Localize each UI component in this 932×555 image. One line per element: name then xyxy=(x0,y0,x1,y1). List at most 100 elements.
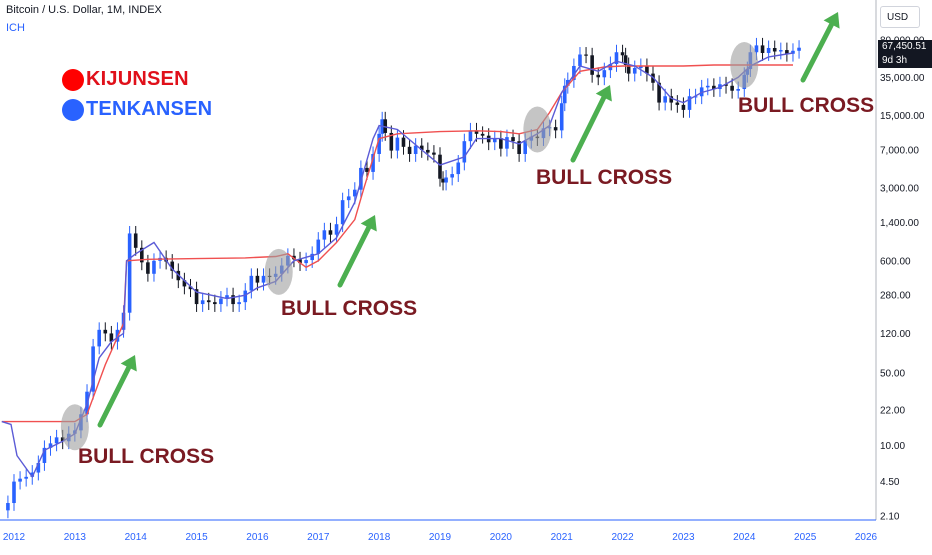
candle-body xyxy=(584,54,588,56)
candle-body xyxy=(766,48,771,53)
time-tick-label: 2024 xyxy=(733,532,756,543)
candle-body xyxy=(663,96,667,103)
candle-body xyxy=(578,54,582,66)
candle-body xyxy=(754,45,759,53)
candle-body xyxy=(219,298,223,305)
currency-selector[interactable]: USD xyxy=(880,6,920,28)
candle-body xyxy=(462,141,467,163)
bull-cross-label-1: BULL CROSS xyxy=(78,445,215,468)
countdown-label: 9d 3h xyxy=(878,54,932,68)
green-arrow-shaft xyxy=(570,95,607,163)
candle-body xyxy=(249,275,254,291)
candle-body xyxy=(346,196,351,201)
candle-body xyxy=(523,140,527,154)
indicator-label[interactable]: ICH xyxy=(6,22,25,34)
candle-body xyxy=(626,64,631,74)
candle-body xyxy=(371,153,375,172)
time-tick-label: 2020 xyxy=(490,532,513,543)
candle-body xyxy=(146,262,150,274)
bull-cross-label-3: BULL CROSS xyxy=(536,166,673,189)
candle-body xyxy=(505,137,509,149)
blue-dot-icon xyxy=(62,98,84,121)
price-tick-label: 120.00 xyxy=(880,329,911,340)
candle-body xyxy=(383,119,388,133)
price-tick-label: 10.00 xyxy=(880,441,905,452)
candle-body xyxy=(261,275,266,283)
candle-body xyxy=(797,47,801,51)
candle-body xyxy=(602,70,607,78)
price-tick-label: 7,000.00 xyxy=(880,145,919,156)
candle-body xyxy=(188,286,193,290)
time-tick-label: 2021 xyxy=(551,532,574,543)
candle-body xyxy=(407,146,412,154)
candle-body xyxy=(705,85,710,88)
green-arrow-head-icon xyxy=(360,215,377,232)
bull-cross-circle xyxy=(523,106,552,153)
candle-body xyxy=(225,295,229,299)
candle-body xyxy=(413,145,418,154)
candle-body xyxy=(377,133,381,154)
candle-body xyxy=(474,130,479,134)
candle-body xyxy=(6,503,10,511)
candle-body xyxy=(243,290,248,303)
time-tick-label: 2023 xyxy=(672,532,695,543)
price-tick-label: 280.00 xyxy=(880,291,911,302)
candle-body xyxy=(572,65,576,80)
candle-body xyxy=(499,138,503,149)
candle-body xyxy=(255,275,260,283)
candle-body xyxy=(639,65,643,69)
candle-body xyxy=(109,333,114,342)
candle-body xyxy=(395,137,400,151)
candle-body xyxy=(60,437,65,442)
time-tick-label: 2026 xyxy=(855,532,878,543)
candle-body xyxy=(438,154,442,179)
candle-body xyxy=(596,74,601,78)
bull-cross-circle xyxy=(264,248,293,295)
candle-body xyxy=(760,45,765,53)
candle-body xyxy=(42,447,47,463)
candle-body xyxy=(322,230,327,240)
candle-body xyxy=(590,55,594,75)
candle-body xyxy=(401,137,406,147)
candle-body xyxy=(693,96,698,98)
candle-body xyxy=(562,85,567,104)
time-tick-label: 2015 xyxy=(185,532,208,543)
price-tick-label: 15,000.00 xyxy=(880,111,925,122)
tenkan-layer xyxy=(1,52,794,479)
candle-body xyxy=(182,280,187,287)
candle-body xyxy=(712,85,716,90)
candle-body xyxy=(772,48,777,52)
price-tick-label: 4.50 xyxy=(880,477,900,488)
candle-body xyxy=(657,82,661,103)
candle-body xyxy=(553,127,558,131)
candle-body xyxy=(231,295,235,305)
candle-body xyxy=(645,65,649,74)
candle-body xyxy=(468,130,473,142)
time-tick-label: 2018 xyxy=(368,532,391,543)
candle-body xyxy=(310,253,314,261)
candle-body xyxy=(623,55,628,65)
bull-cross-circle xyxy=(730,41,759,88)
cross-circles-layer xyxy=(60,41,759,451)
candle-body xyxy=(316,239,321,254)
time-tick-label: 2017 xyxy=(307,532,330,543)
green-arrow-head-icon xyxy=(120,355,137,372)
candle-body xyxy=(127,233,132,313)
candle-body xyxy=(432,152,436,155)
candle-body xyxy=(48,443,53,448)
candle-body xyxy=(724,84,728,86)
candle-body xyxy=(559,103,564,131)
candle-body xyxy=(97,329,101,347)
candle-body xyxy=(206,300,211,303)
candle-body xyxy=(12,481,16,504)
candle-body xyxy=(54,437,59,444)
candle-body xyxy=(91,346,95,392)
candle-body xyxy=(170,261,175,271)
candle-body xyxy=(441,178,445,183)
candle-body xyxy=(389,132,394,151)
time-tick-label: 2012 xyxy=(3,532,26,543)
candle-body xyxy=(614,52,619,65)
candle-body xyxy=(194,289,199,305)
